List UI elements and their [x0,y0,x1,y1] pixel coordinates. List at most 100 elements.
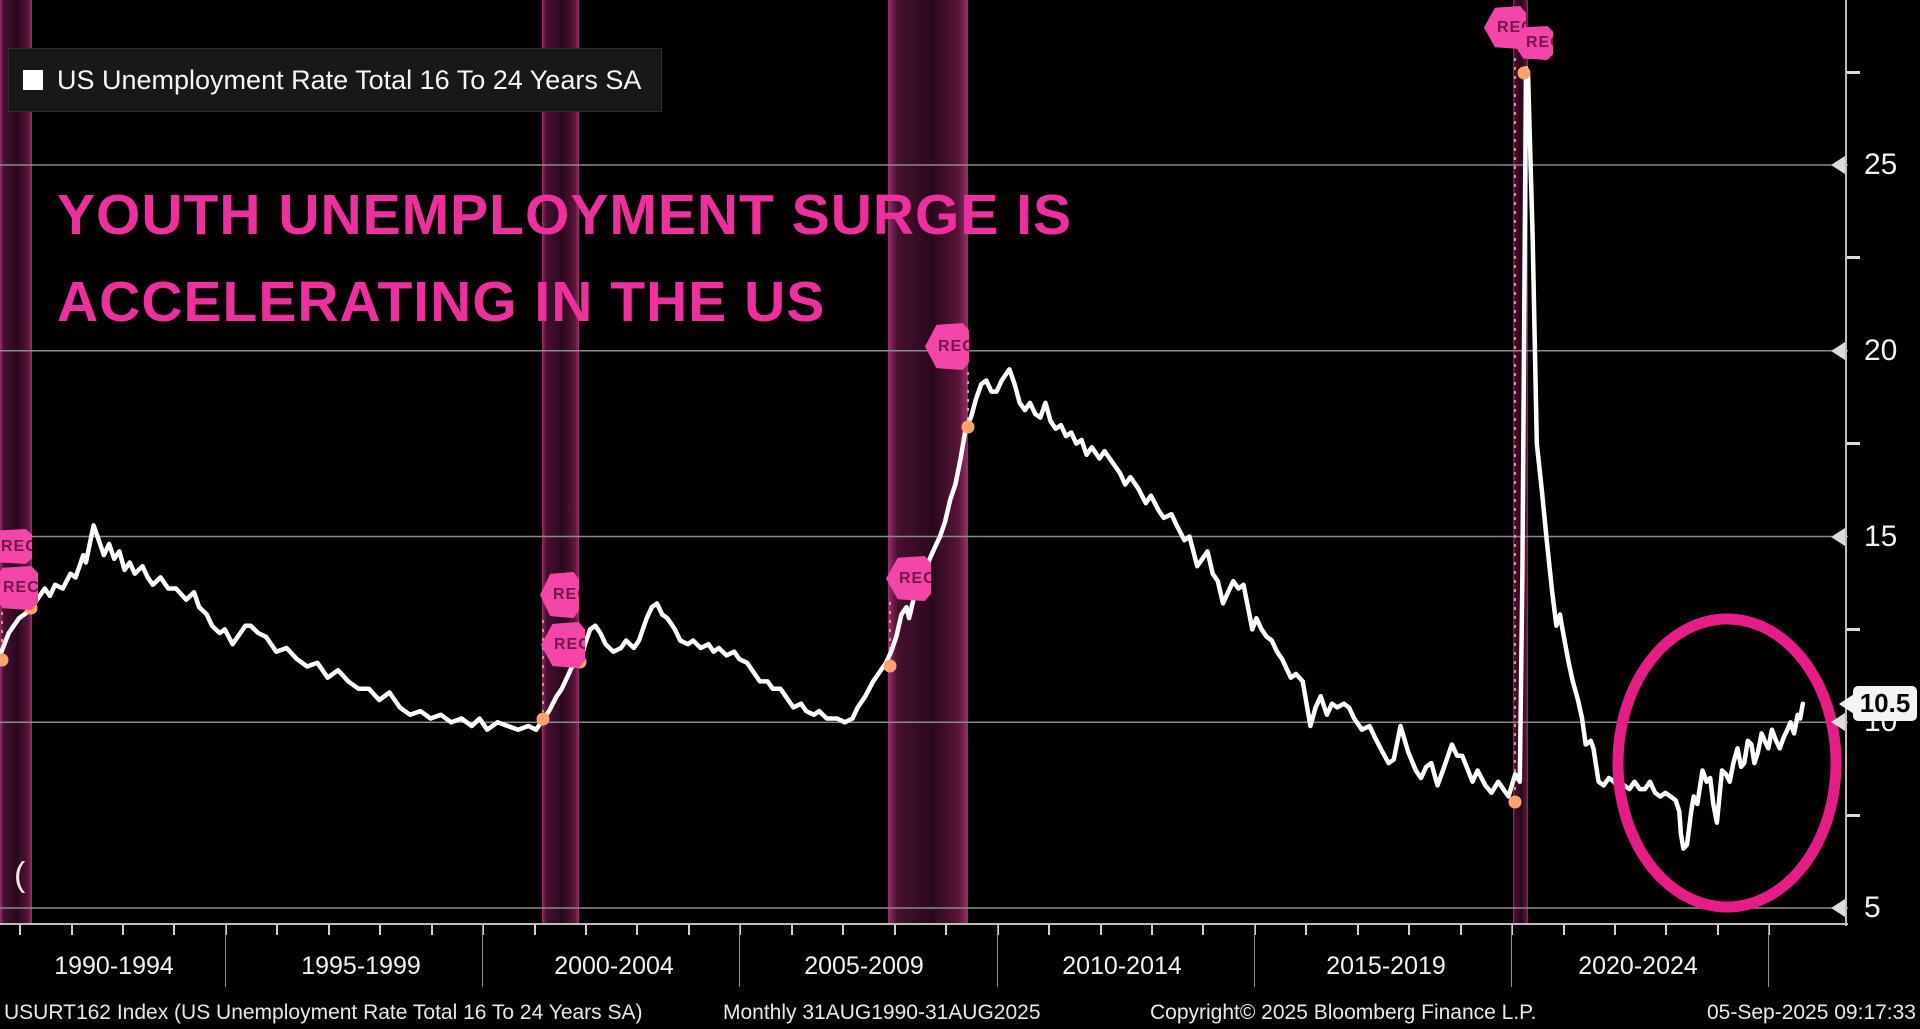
x-axis-label-2000-2004: 2000-2004 [554,952,674,980]
y-axis-label-5: 5 [1864,891,1881,924]
recession-marker-dot [883,659,897,673]
legend-label: US Unemployment Rate Total 16 To 24 Year… [57,64,642,95]
last-value-badge[interactable]: 10.5 [1853,686,1917,721]
x-year-tick [1253,925,1256,935]
x-year-tick [739,925,742,935]
rec-flag-label: REC [1497,18,1534,36]
y-minor-tick [1847,442,1860,446]
x-axis-label-1990-1994: 1990-1994 [54,952,174,980]
x-year-tick [1356,925,1359,935]
x-year-tick [1562,925,1565,935]
headline-line-2: ACCELERATING IN THE US [57,270,826,334]
headline-line-1: YOUTH UNEMPLOYMENT SURGE IS [57,183,1073,247]
x-year-tick [430,925,433,935]
rec-flag-label: REC [3,579,40,596]
y-minor-tick [1847,70,1860,74]
last-value-badge-arrow-icon [1839,694,1854,714]
x-year-tick [1099,925,1102,935]
recession-marker-dot [0,653,9,667]
legend-item[interactable]: US Unemployment Rate Total 16 To 24 Year… [8,48,662,112]
timestamp: 05-Sep-2025 09:17:33 [1706,1001,1916,1024]
y-tick-arrow-icon [1831,341,1845,360]
x-year-tick [1202,925,1205,935]
x-year-tick [276,925,279,935]
x-year-tick [1459,925,1462,935]
rec-flag-label: REC [554,636,591,653]
y-tick-arrow-icon [1831,899,1845,917]
x-year-tick [1716,925,1719,935]
x-year-tick [636,925,639,935]
copyright-text: Copyright© 2025 Bloomberg Finance L.P. [1150,1001,1537,1024]
x-year-tick [842,925,845,935]
rec-flag-label: REC [553,586,590,603]
periodicity-range: Monthly 31AUG1990-31AUG2025 [723,1001,1041,1024]
x-year-tick [1614,925,1616,935]
x-period-divider [1253,925,1255,987]
last-value-text: 10.5 [1859,688,1911,718]
recession-marker-dot [1508,795,1522,809]
y-axis-label-15: 15 [1864,519,1898,553]
recession-band [0,0,32,923]
x-year-tick [1768,925,1771,935]
recession-marker-dot [961,420,975,434]
x-period-divider [1768,925,1770,987]
bottom-axis-line [0,923,1848,925]
y-minor-tick [1847,813,1860,817]
y-minor-tick [1847,627,1860,631]
rec-flag[interactable]: REC [0,529,32,564]
rec-flag[interactable]: REC [0,566,38,610]
status-bar: USURT162 Index (US Unemployment Rate Tot… [0,1001,1920,1029]
headline-annotation: YOUTH UNEMPLOYMENT SURGE IS ACCELERATING… [57,172,1072,346]
recession-marker-dot [536,712,550,726]
x-year-tick [1511,925,1514,935]
rec-flag-label: REC [899,569,936,587]
y-minor-tick [1847,256,1860,260]
recession-band [888,0,968,923]
x-axis-label-2020-2024: 2020-2024 [1578,952,1698,980]
x-year-tick [121,925,124,935]
highlight-circle-annotation [1612,613,1842,913]
x-year-tick [1665,925,1668,935]
y-axis-label-25: 25 [1864,148,1898,181]
x-year-tick [327,925,330,935]
series-line [0,66,1806,851]
x-period-divider [224,925,226,987]
x-axis-label-2005-2009: 2005-2009 [804,952,924,980]
x-period-divider [996,925,998,987]
y-tick-arrow-icon [1831,156,1845,174]
plot-area[interactable] [0,0,1848,926]
y-tick-arrow-icon [1831,527,1845,546]
x-year-tick [379,925,382,935]
x-period-divider [482,925,484,987]
rec-flag-label: REC [1526,34,1563,51]
x-period-divider [1511,925,1513,987]
x-year-tick [687,925,690,935]
x-year-tick [533,925,536,935]
x-year-tick [585,925,587,935]
x-year-tick [945,925,948,935]
x-year-tick [996,925,999,935]
x-axis-label-2010-2014: 2010-2014 [1062,952,1182,980]
recession-marker-dot [1517,66,1531,80]
x-year-tick [1408,925,1411,935]
x-year-tick [173,925,176,935]
x-axis-label-2015-2019: 2015-2019 [1326,952,1446,980]
x-year-tick [790,925,793,935]
x-axis-label-1995-1999: 1995-1999 [301,952,421,980]
x-year-tick [1048,925,1050,935]
rec-flag-label: REC [938,337,975,355]
x-year-tick [19,925,21,935]
stray-paren: ( [14,856,26,894]
x-year-tick [893,925,896,935]
series-swatch-icon [23,70,43,90]
rec-flag-label: REC [1,537,38,555]
x-year-tick [1150,925,1153,935]
x-year-tick [1305,925,1308,935]
recession-band [542,0,579,923]
x-period-divider [739,925,741,987]
ticker-description: USURT162 Index (US Unemployment Rate Tot… [4,1001,643,1024]
y-tick-arrow-icon [1831,713,1845,732]
y-axis-label-20: 20 [1864,333,1898,367]
x-year-tick [482,925,485,935]
